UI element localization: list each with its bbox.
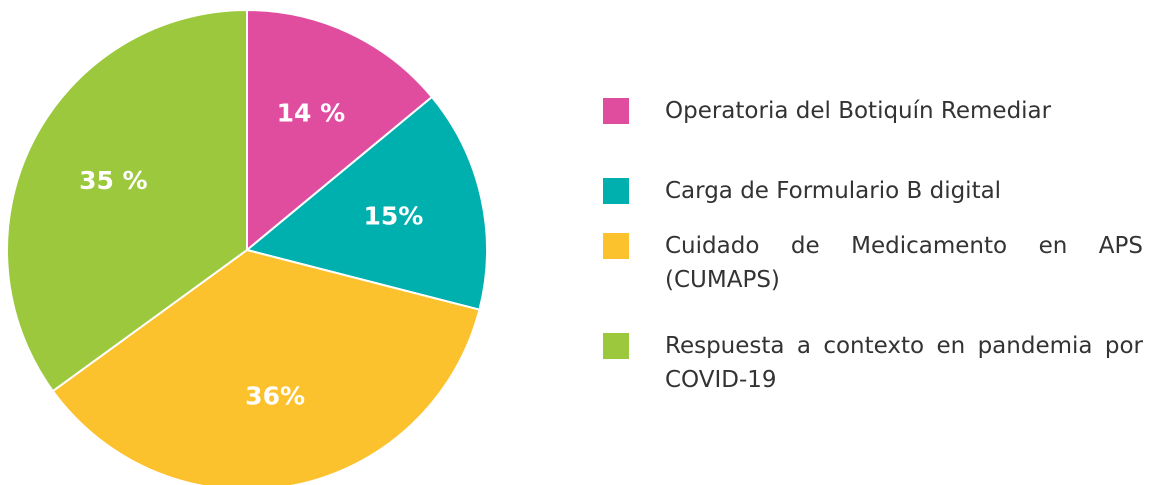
pie-slice	[6, 8, 248, 393]
legend-label: Carga de Formulario B digital	[665, 178, 1002, 204]
pie-slice	[244, 95, 488, 311]
slice-label: 14 %	[277, 98, 346, 127]
legend-label: Cuidado de Medicamento en APS (CUMAPS)	[665, 233, 1143, 293]
legend-label: Respuesta a contexto en pandemia por COV…	[665, 333, 1143, 393]
legend-swatch	[603, 333, 629, 359]
legend-swatch	[603, 233, 629, 259]
slice-label: 35 %	[79, 166, 148, 195]
pie-slice	[246, 8, 434, 253]
slice-label: 36%	[245, 381, 305, 410]
slice-label: 15%	[363, 201, 423, 230]
legend-swatch	[603, 178, 629, 204]
legend-swatch	[603, 98, 629, 124]
legend-label: Operatoria del Botiquín Remediar	[665, 98, 1052, 124]
pie-slice	[51, 248, 481, 485]
